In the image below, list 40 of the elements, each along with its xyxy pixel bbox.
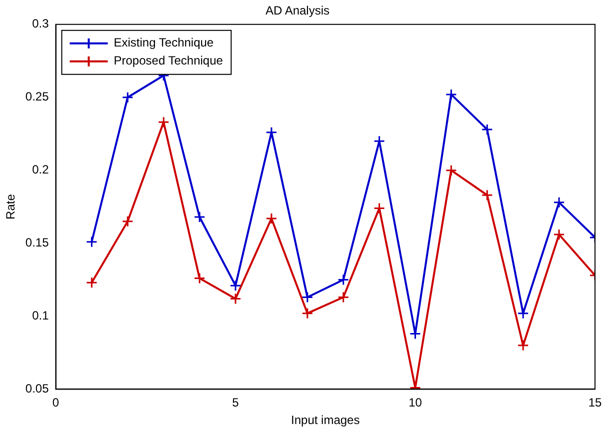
y-tick-label: 0.05 (25, 382, 50, 396)
point (158, 116, 170, 128)
point (230, 292, 242, 304)
point (338, 274, 350, 286)
point (86, 276, 98, 288)
point (266, 212, 278, 224)
point (481, 124, 493, 136)
x-tick-label: 0 (52, 396, 60, 410)
x-tick-label: 15 (588, 396, 602, 410)
point (302, 292, 314, 304)
point (517, 308, 529, 320)
legend-label: Proposed Technique (114, 54, 224, 68)
point (374, 135, 386, 147)
y-tick-label: 0.15 (25, 236, 50, 250)
point (481, 189, 493, 201)
point (122, 92, 134, 104)
point (517, 340, 529, 352)
point (122, 216, 134, 228)
point (194, 211, 206, 223)
point (302, 308, 314, 320)
point (553, 196, 565, 208)
point (86, 236, 98, 248)
point (445, 88, 457, 100)
y-tick-label: 0.1 (32, 308, 50, 323)
y-tick-label: 0.2 (32, 162, 50, 177)
point (374, 202, 386, 214)
y-tick-label: 0.25 (25, 90, 50, 104)
chart-title: AD Analysis (265, 4, 330, 18)
point (266, 126, 278, 138)
y-axis-title: Rate (4, 194, 18, 220)
x-tick-label: 10 (408, 396, 422, 410)
point (553, 228, 565, 240)
x-tick-label: 5 (232, 396, 240, 410)
point (338, 292, 350, 304)
legend-label: Existing Technique (114, 36, 214, 50)
point (445, 164, 457, 176)
point (230, 280, 242, 292)
x-axis-title: Input images (291, 413, 360, 428)
point (194, 272, 206, 284)
y-tick-label: 0.3 (32, 16, 50, 31)
